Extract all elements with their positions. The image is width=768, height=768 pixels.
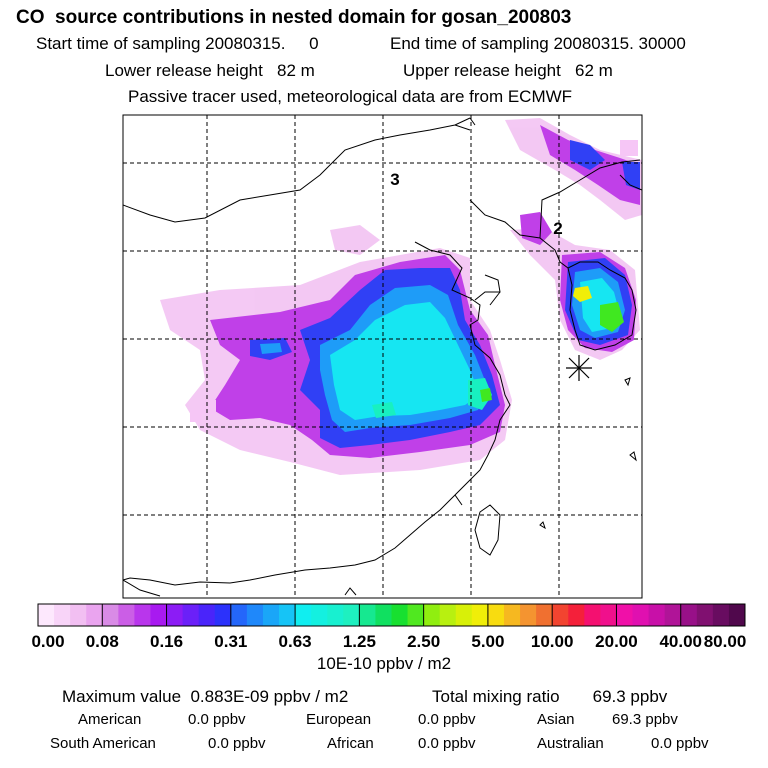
end-time-label: End time of sampling 20080315. 30000 <box>390 34 686 53</box>
colorbar-swatch <box>70 604 87 626</box>
plume-field <box>160 118 642 475</box>
upper-height-label: Upper release height 62 m <box>403 61 613 80</box>
colorbar-tick-label: 80.00 <box>703 632 747 651</box>
colorbar-swatch <box>102 604 119 626</box>
colorbar-swatch <box>439 604 457 626</box>
colorbar-swatch <box>632 604 650 626</box>
colorbar-swatch <box>584 604 601 626</box>
colorbar-swatch <box>600 604 617 626</box>
colorbar-tick-label: 0.00 <box>31 632 65 651</box>
region-name-australian: Australian <box>537 735 604 752</box>
colorbar-swatch <box>487 604 505 626</box>
colorbar-swatch <box>246 604 264 626</box>
colorbar-tick-label: 40.00 <box>659 632 702 651</box>
region-value-asian: 69.3 ppbv <box>612 711 678 728</box>
region-name-asian: Asian <box>537 711 575 728</box>
region-value-south-american: 0.0 ppbv <box>208 735 266 752</box>
colorbar-swatch <box>568 604 585 626</box>
colorbar-swatch <box>391 604 409 626</box>
colorbar-swatch <box>648 604 666 626</box>
colorbar-swatch <box>327 604 344 626</box>
colorbar-tick-label: 10.00 <box>530 632 574 651</box>
colorbar-swatch <box>182 604 200 626</box>
colorbar-tick-label: 20.00 <box>595 632 638 651</box>
colorbar <box>37 603 746 627</box>
colorbar-tick-label: 5.00 <box>471 632 505 651</box>
colorbar-swatch <box>279 604 296 626</box>
colorbar-tick-label: 0.16 <box>149 632 184 651</box>
region-name-european: European <box>306 711 372 728</box>
colorbar-swatch <box>150 604 168 626</box>
colorbar-swatch <box>520 604 537 626</box>
colorbar-tick-label: 1.25 <box>342 632 376 651</box>
start-time-label: Start time of sampling 20080315. 0 <box>36 34 319 53</box>
region-name-african: African <box>327 735 374 752</box>
colorbar-swatch <box>230 604 248 626</box>
region-name-south-american: South American <box>50 735 156 752</box>
colorbar-swatch <box>536 604 553 626</box>
map-frame <box>122 114 643 599</box>
colorbar-swatch <box>728 604 746 626</box>
colorbar-swatch <box>166 604 184 626</box>
colorbar-swatch <box>359 604 376 626</box>
colorbar-swatch <box>198 604 216 626</box>
colorbar-swatch <box>696 604 714 626</box>
colorbar-swatch <box>407 604 425 626</box>
colorbar-swatch <box>503 604 521 626</box>
colorbar-swatch <box>616 604 634 626</box>
region-label-3: 3 <box>390 170 399 189</box>
colorbar-swatch <box>343 604 360 626</box>
tracer-info-label: Passive tracer used, meteorological data… <box>128 87 573 106</box>
colorbar-tick-label: 2.50 <box>407 632 441 651</box>
colorbar-swatch <box>423 604 441 626</box>
colorbar-swatch <box>311 604 328 626</box>
colorbar-swatch <box>712 604 730 626</box>
map-title: CO source contributions in nested domain… <box>16 7 572 28</box>
coastlines <box>123 117 642 597</box>
colorbar-unit: 10E-10 ppbv / m2 <box>316 654 452 673</box>
colorbar-swatch <box>54 604 71 626</box>
colorbar-tick-label: 0.08 <box>85 632 119 651</box>
colorbar-swatch <box>455 604 473 626</box>
colorbar-swatch <box>134 604 151 626</box>
colorbar-swatch <box>680 604 698 626</box>
colorbar-swatch <box>295 604 312 626</box>
colorbar-swatch <box>262 604 280 626</box>
maximum-value-label: Maximum value 0.883E-09 ppbv / m2 <box>62 687 349 706</box>
region-value-european: 0.0 ppbv <box>418 711 476 728</box>
colorbar-swatch <box>375 604 392 626</box>
lower-height-label: Lower release height 82 m <box>105 61 315 80</box>
colorbar-swatch <box>118 604 135 626</box>
colorbar-frame <box>37 603 746 627</box>
receptor-asterisk-icon <box>566 355 592 381</box>
colorbar-tick-label: 0.31 <box>214 632 248 651</box>
region-value-australian: 0.0 ppbv <box>651 735 709 752</box>
colorbar-swatch <box>214 604 232 626</box>
region-value-african: 0.0 ppbv <box>418 735 476 752</box>
colorbar-swatch <box>664 604 682 626</box>
lat-lon-grid <box>123 115 642 598</box>
colorbar-swatch <box>86 604 103 626</box>
region-value-american: 0.0 ppbv <box>188 711 246 728</box>
region-label-2: 2 <box>553 219 562 238</box>
colorbar-swatch <box>471 604 489 626</box>
total-mixing-ratio-label: Total mixing ratio 69.3 ppbv <box>432 687 668 706</box>
colorbar-swatch <box>552 604 569 626</box>
colorbar-swatch <box>38 604 55 626</box>
colorbar-tick-label: 0.63 <box>278 632 312 651</box>
region-name-american: American <box>78 711 142 728</box>
